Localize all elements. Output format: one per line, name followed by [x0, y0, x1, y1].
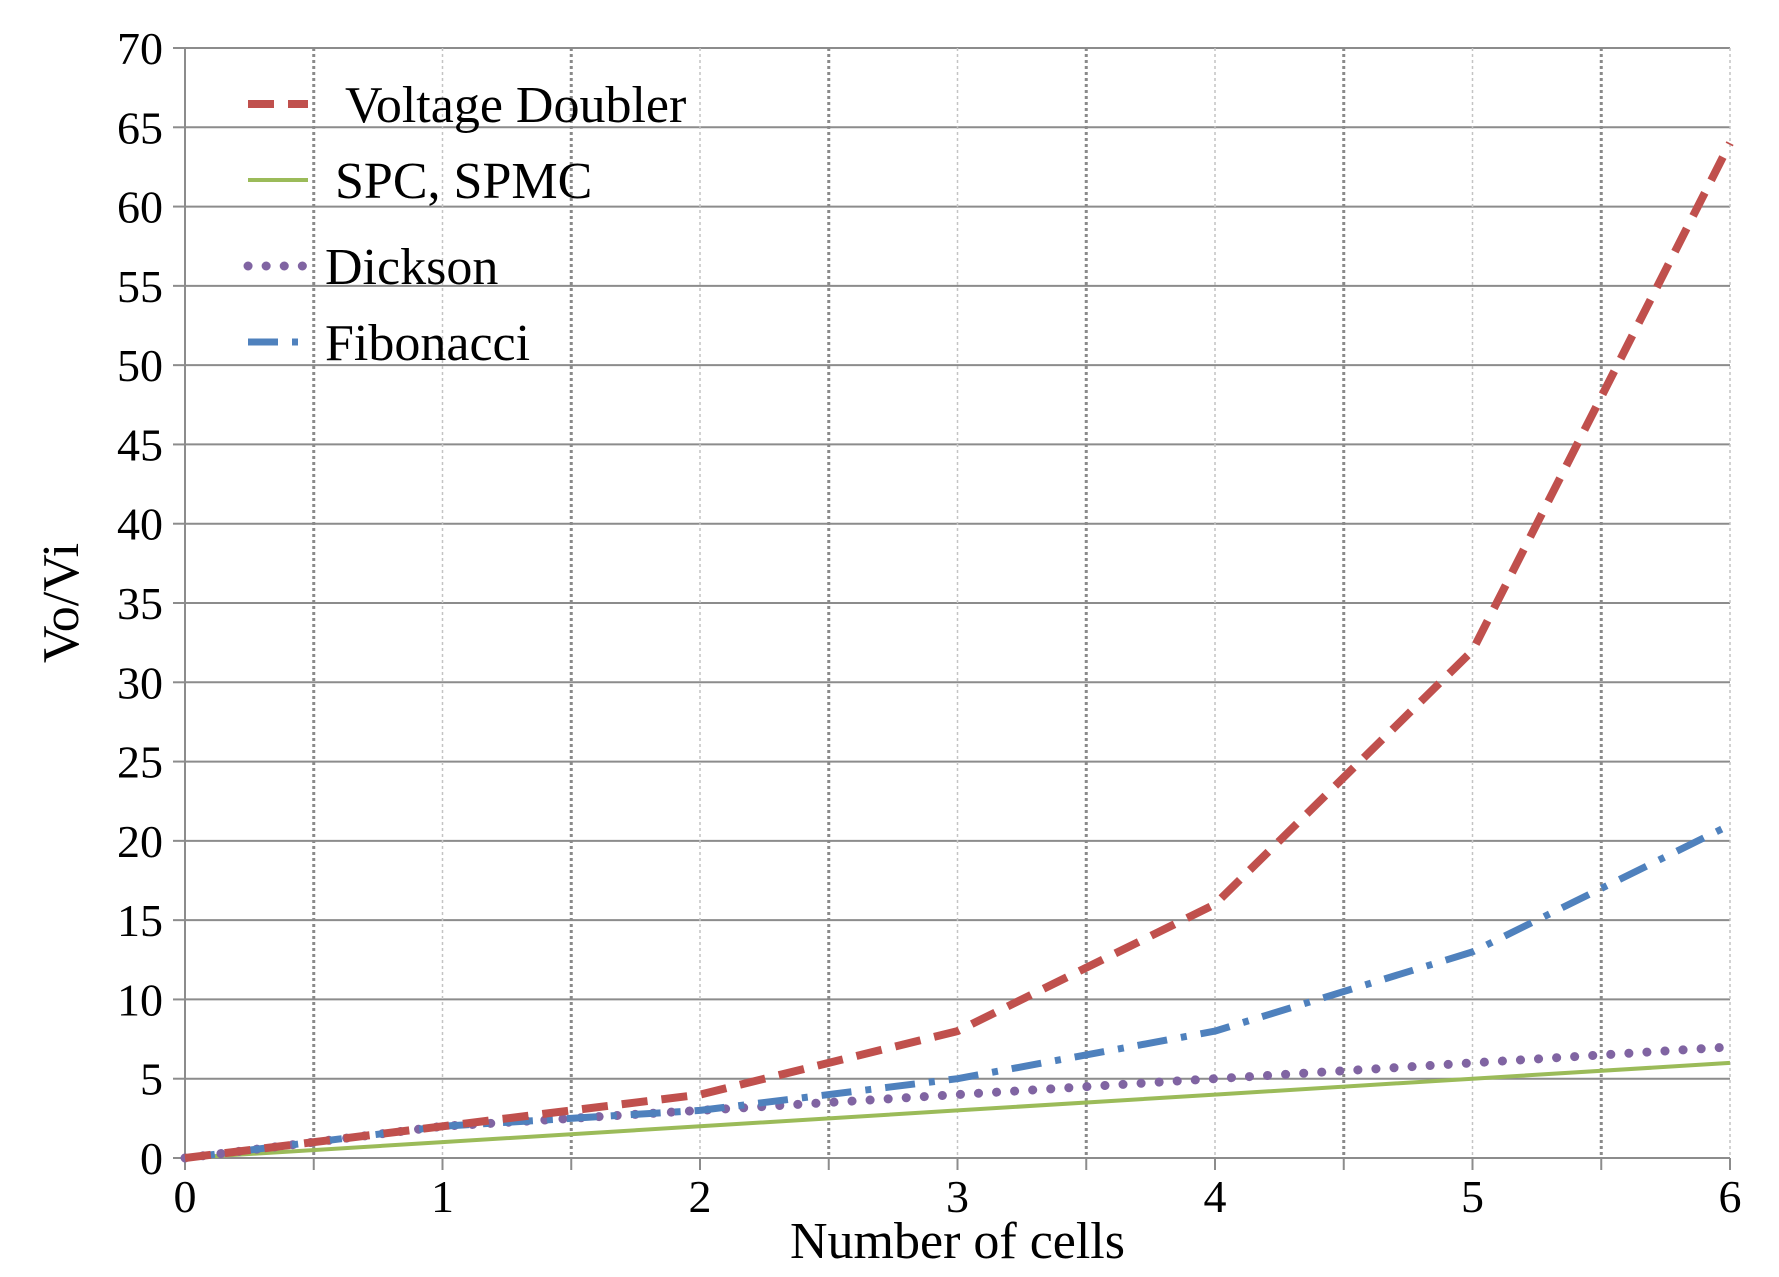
legend-item: SPC, SPMC [248, 153, 592, 210]
y-tick-label: 30 [117, 657, 163, 708]
legend-label: Fibonacci [325, 315, 530, 372]
x-tick-label: 3 [946, 1171, 969, 1222]
y-tick-label: 20 [117, 816, 163, 867]
x-tick-label: 5 [1461, 1171, 1484, 1222]
y-tick-label: 0 [140, 1133, 163, 1184]
y-tick-label: 15 [117, 895, 163, 946]
y-tick-label: 35 [117, 578, 163, 629]
y-tick-label: 10 [117, 974, 163, 1025]
y-tick-label: 5 [140, 1054, 163, 1105]
y-tick-label: 55 [117, 261, 163, 312]
series-line [184, 1060, 1731, 1160]
x-tick-label: 4 [1204, 1171, 1227, 1222]
x-axis-label: Number of cells [790, 1213, 1125, 1270]
x-tick-label: 6 [1719, 1171, 1742, 1222]
grid-layer [185, 47, 1731, 1158]
x-tick-label: 1 [431, 1171, 454, 1222]
x-tick-label: 2 [689, 1171, 712, 1222]
legend: Voltage Doubler SPC, SPMC Dickson Fibonacci [243, 77, 686, 372]
y-tick-label: 45 [117, 419, 163, 470]
y-tick-label: 60 [117, 182, 163, 233]
y-tick-label: 25 [117, 737, 163, 788]
series-spc-spmc [184, 1060, 1731, 1160]
y-tick-label: 50 [117, 340, 163, 391]
legend-label: Dickson [325, 239, 498, 296]
y-axis-label: Vo/Vi [33, 543, 90, 663]
y-tick-label: 40 [117, 499, 163, 550]
x-tick-label: 0 [174, 1171, 197, 1222]
legend-label: Voltage Doubler [345, 77, 686, 134]
legend-item: Fibonacci [248, 315, 530, 372]
legend-item: Dickson [243, 239, 498, 296]
series-layer [180, 141, 1735, 1163]
y-tick-label: 65 [117, 102, 163, 153]
series-line [180, 1042, 1735, 1163]
series-dickson [180, 1042, 1735, 1163]
y-tick-label: 70 [117, 23, 163, 74]
legend-label: SPC, SPMC [335, 153, 592, 210]
axis-layer [173, 47, 1731, 1170]
series-voltage-doubler [184, 141, 1734, 1162]
series-line [184, 141, 1734, 1162]
legend-item: Voltage Doubler [248, 77, 686, 134]
